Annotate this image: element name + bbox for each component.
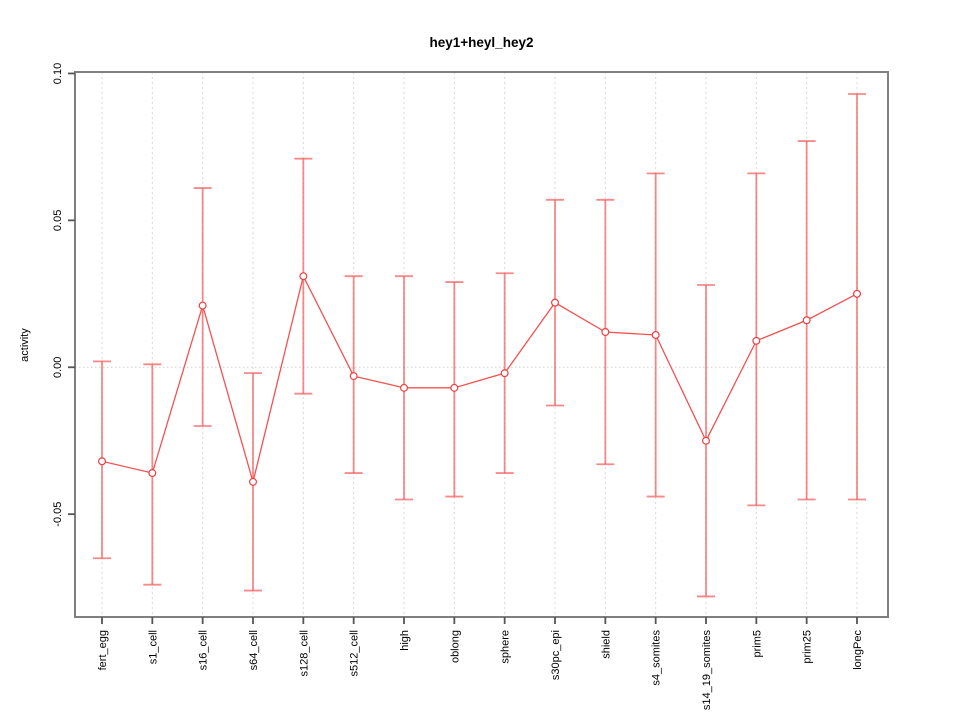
data-point: [802, 316, 811, 325]
x-tick-label: sphere: [500, 630, 512, 664]
data-point: [148, 469, 157, 478]
x-tick-label: prim25: [802, 630, 814, 664]
x-tick-label: s128_cell: [298, 630, 310, 676]
data-point: [349, 372, 358, 381]
data-point: [299, 272, 308, 281]
x-tick-label: longPec: [852, 630, 864, 670]
series-line: [101, 274, 858, 485]
x-tick-label: s1_cell: [147, 630, 159, 664]
plot-border: [74, 71, 889, 618]
x-tick-label: oblong: [449, 630, 461, 663]
data-point: [400, 383, 409, 392]
x-tick-label: s64_cell: [248, 630, 260, 670]
y-axis-label: activity: [19, 328, 31, 362]
data-point: [97, 457, 106, 466]
data-point: [450, 383, 459, 392]
x-tick-label: s30pc_epi: [550, 630, 562, 680]
y-tick-label: -0.05: [52, 502, 64, 527]
x-tick-label: s16_cell: [198, 630, 210, 670]
data-point: [701, 436, 710, 445]
data-point: [651, 330, 660, 339]
x-tick-label: prim5: [751, 630, 763, 658]
y-tick-label: 0.10: [52, 63, 64, 84]
y-tick-label: 0.05: [52, 210, 64, 231]
data-point: [550, 298, 559, 307]
x-tick-label: high: [399, 630, 411, 651]
x-tick-label: fert_egg: [97, 630, 109, 670]
data-point: [249, 477, 258, 486]
data-point: [198, 301, 207, 310]
data-point: [852, 289, 861, 298]
data-point: [500, 369, 509, 378]
x-tick-label: s14_19_somites: [701, 630, 713, 711]
x-tick-label: s512_cell: [349, 630, 361, 676]
chart-title: hey1+heyl_hey2: [429, 35, 534, 50]
data-point: [752, 336, 761, 345]
x-tick-label: s4_somites: [651, 630, 663, 686]
y-tick-label: 0.00: [52, 357, 64, 378]
data-point: [601, 328, 610, 337]
x-tick-label: shield: [600, 630, 612, 659]
